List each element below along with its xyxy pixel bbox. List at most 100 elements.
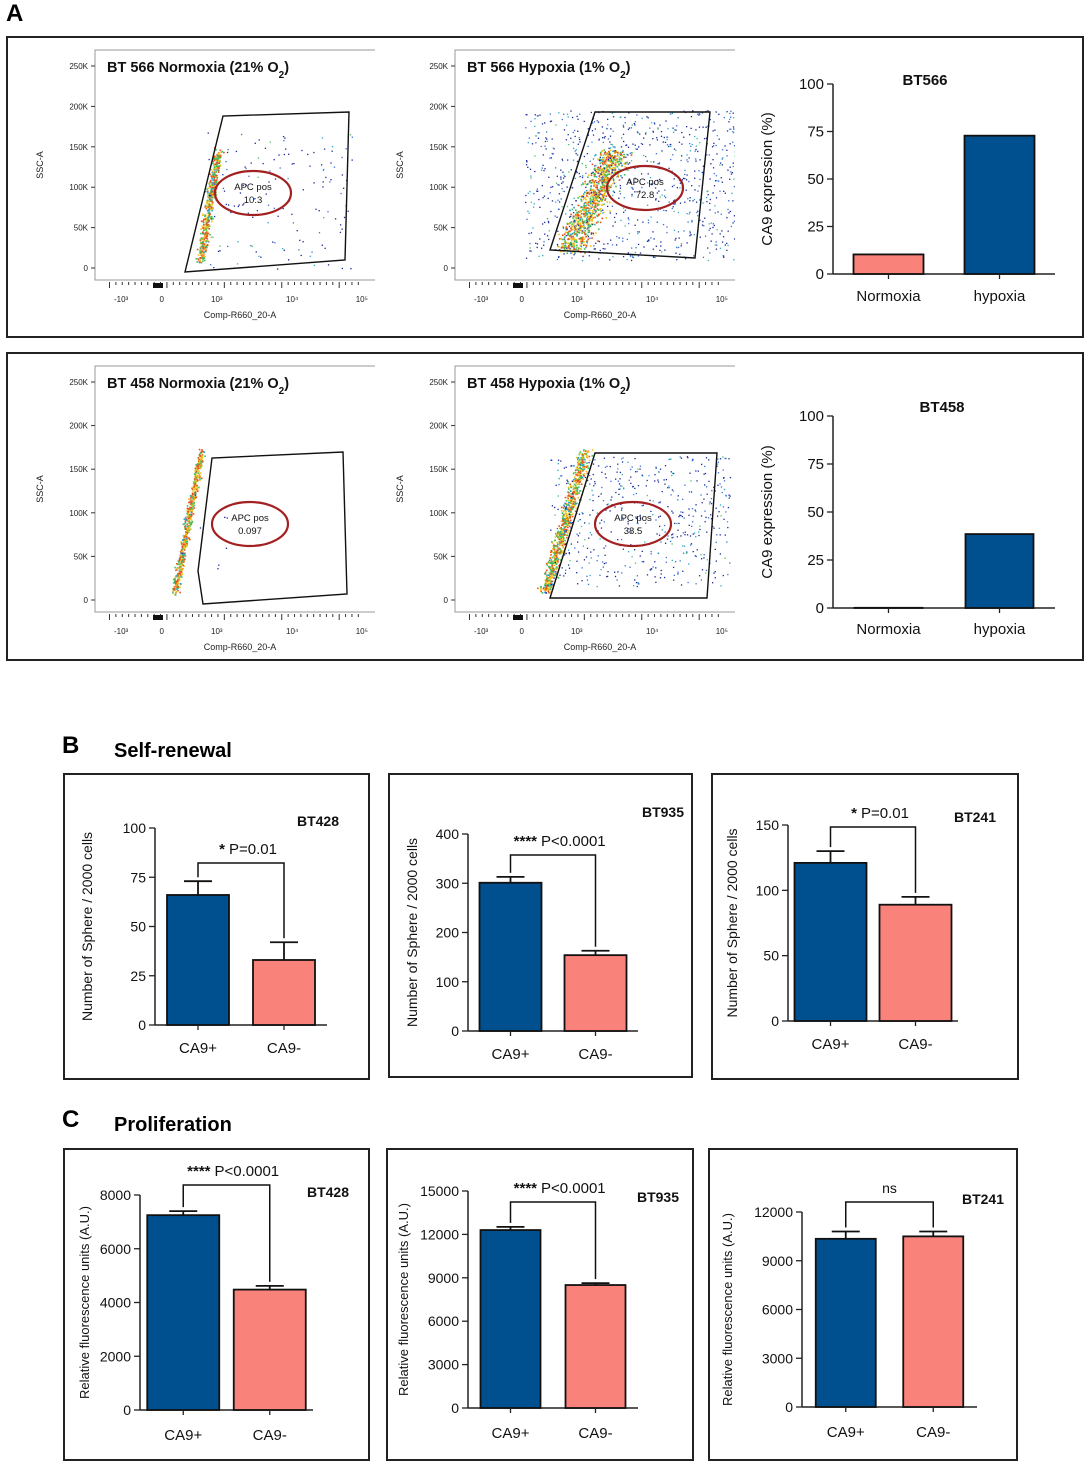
point [614, 221, 616, 223]
point [636, 148, 638, 150]
point [528, 137, 530, 139]
point [576, 213, 579, 215]
point [654, 576, 656, 578]
point [720, 515, 722, 517]
point [539, 589, 542, 592]
significance-stars: **** [187, 1163, 211, 1180]
point [571, 208, 574, 211]
point [588, 193, 591, 195]
y-tick-label: 75 [807, 456, 824, 473]
point [568, 501, 570, 504]
point [577, 217, 580, 219]
point [556, 216, 558, 218]
point [652, 500, 654, 502]
point [572, 243, 575, 245]
point [570, 110, 572, 112]
point [194, 470, 197, 472]
point [578, 229, 580, 231]
point [718, 511, 720, 513]
point [566, 507, 568, 510]
point [679, 187, 681, 189]
point [591, 212, 594, 214]
point [629, 182, 631, 184]
point [339, 224, 342, 226]
point [526, 218, 528, 221]
point [586, 220, 588, 222]
point [621, 473, 623, 476]
point [570, 504, 573, 507]
point [595, 199, 597, 202]
point [578, 513, 581, 515]
point [590, 202, 592, 204]
point [189, 524, 192, 527]
point [187, 507, 190, 510]
point [550, 569, 553, 572]
point [341, 156, 343, 159]
point [577, 222, 579, 224]
point [527, 210, 529, 212]
point [658, 190, 660, 192]
point [182, 567, 184, 570]
chart-title: BT428 [297, 813, 339, 829]
point [200, 251, 203, 254]
point [186, 530, 188, 532]
point [689, 150, 692, 152]
point [580, 462, 582, 465]
point [588, 191, 591, 193]
point [607, 138, 610, 140]
point [173, 586, 176, 588]
x-tick-label: CA9+ [164, 1427, 202, 1444]
significance-bracket [182, 1184, 271, 1282]
point [682, 532, 684, 534]
point [553, 560, 555, 562]
point [591, 141, 593, 143]
point [205, 218, 208, 221]
point [575, 152, 577, 155]
point [603, 168, 606, 170]
point [213, 267, 215, 269]
x-tick-label: 10³ [571, 627, 583, 636]
point [713, 121, 715, 123]
point [560, 526, 562, 529]
point [604, 170, 606, 173]
point [561, 187, 563, 190]
point [621, 153, 623, 156]
point [598, 138, 601, 140]
point [613, 156, 615, 159]
point [622, 207, 625, 209]
point [583, 465, 586, 468]
point [580, 483, 583, 486]
point [245, 184, 248, 186]
point [624, 116, 626, 119]
point [192, 500, 195, 502]
point [183, 518, 186, 520]
point [589, 574, 591, 577]
point [659, 249, 661, 252]
point [592, 171, 594, 174]
point [634, 562, 637, 564]
point [599, 538, 601, 540]
point [187, 510, 190, 513]
point [186, 505, 189, 507]
point [210, 208, 212, 211]
point [547, 574, 550, 576]
point [579, 532, 581, 534]
point [560, 551, 562, 553]
gate-label: APC pos [614, 513, 652, 524]
point [196, 474, 199, 477]
point [190, 506, 193, 509]
point [191, 509, 193, 512]
point [589, 160, 591, 162]
point [696, 137, 698, 140]
point [541, 123, 544, 125]
point [208, 208, 211, 211]
point [199, 238, 202, 241]
point [570, 509, 572, 512]
point [649, 127, 651, 129]
point [575, 487, 577, 489]
point [216, 167, 218, 170]
point [544, 145, 546, 147]
point [687, 457, 689, 459]
y-tick-label: 200 [436, 925, 460, 941]
point [671, 543, 673, 545]
